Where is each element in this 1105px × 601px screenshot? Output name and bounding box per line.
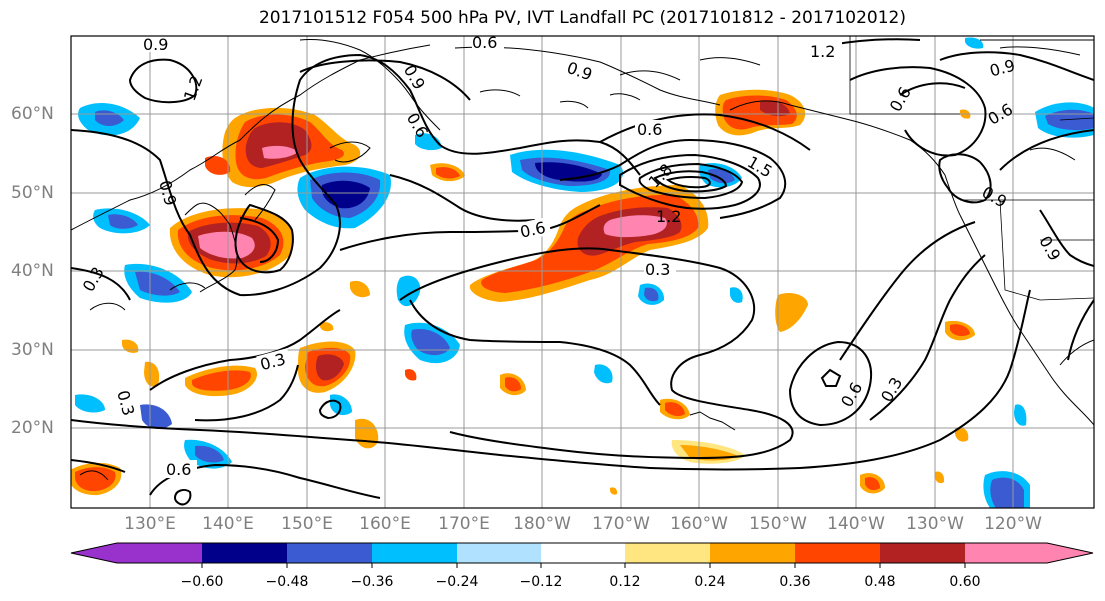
lon-label: 170°W bbox=[592, 514, 650, 534]
contour-label: 0.9 bbox=[400, 61, 429, 93]
lat-label: 20°N bbox=[11, 418, 54, 438]
lon-label: 150°E bbox=[281, 514, 333, 534]
contour-label: 0.9 bbox=[1035, 233, 1064, 265]
colorbar-tick-label: 0.60 bbox=[949, 574, 981, 590]
contour-label: 0.3 bbox=[877, 374, 906, 406]
colorbar-segment bbox=[1047, 543, 1093, 563]
colorbar-tick-label: 0.24 bbox=[694, 574, 726, 590]
contour-label: 0.6 bbox=[637, 120, 662, 139]
lon-label: 130°E bbox=[124, 514, 176, 534]
contour-label: 0.9 bbox=[143, 35, 168, 54]
contour-label: 1.2 bbox=[180, 73, 207, 103]
colorbar-tick-label: −0.36 bbox=[350, 574, 394, 590]
contour-label: 0.3 bbox=[113, 388, 138, 418]
colorbar-segment bbox=[965, 543, 1047, 563]
contour-label: 0.3 bbox=[79, 264, 108, 296]
colorbar-tick-label: −0.60 bbox=[180, 574, 224, 590]
contour-label: 0.9 bbox=[564, 58, 594, 85]
contour-label: 0.6 bbox=[985, 99, 1017, 128]
contour-label: 0.6 bbox=[166, 460, 191, 479]
map-area bbox=[71, 36, 1094, 508]
lat-label: 30°N bbox=[11, 340, 54, 360]
contour-label: 0.6 bbox=[518, 218, 547, 242]
lon-label: 150°W bbox=[749, 514, 807, 534]
lon-label: 160°E bbox=[359, 514, 411, 534]
map-frame bbox=[70, 35, 1095, 509]
colorbar-tick-label: 0.36 bbox=[779, 574, 811, 590]
colorbar-outline bbox=[70, 542, 1094, 564]
pv-shading bbox=[71, 37, 1094, 508]
colorbar-segment bbox=[880, 543, 965, 563]
lon-label: 140°E bbox=[202, 514, 254, 534]
colorbar-segment bbox=[457, 543, 541, 563]
colorbar-segment bbox=[71, 543, 117, 563]
contour-label: 0.9 bbox=[979, 182, 1011, 211]
colorbar-tick-label: −0.12 bbox=[519, 574, 563, 590]
colorbar-tick-label: 0.48 bbox=[864, 574, 896, 590]
colorbar-tick-label: 0.12 bbox=[609, 574, 641, 590]
colorbar-segment bbox=[625, 543, 710, 563]
colorbar-tick-label: −0.24 bbox=[435, 574, 479, 590]
ivt-contours bbox=[71, 38, 1094, 506]
colorbar-segment bbox=[117, 543, 202, 563]
lon-label: 120°W bbox=[984, 514, 1042, 534]
lat-label: 60°N bbox=[11, 104, 54, 124]
contour-label: 0.9 bbox=[155, 178, 180, 208]
borders bbox=[849, 36, 1094, 301]
coastlines bbox=[71, 39, 1094, 481]
colorbar bbox=[70, 542, 1094, 568]
lon-label: 170°E bbox=[438, 514, 490, 534]
colorbar-segment bbox=[795, 543, 880, 563]
contour-label: 0.3 bbox=[645, 260, 670, 279]
figure-title: 2017101512 F054 500 hPa PV, IVT Landfall… bbox=[258, 8, 906, 28]
colorbar-tick-label: −0.48 bbox=[265, 574, 309, 590]
contour-label: 0.3 bbox=[258, 349, 288, 374]
lon-label: 130°W bbox=[906, 514, 964, 534]
lon-label: 160°W bbox=[670, 514, 728, 534]
colorbar-segment bbox=[541, 543, 625, 563]
contour-label: 0.6 bbox=[472, 33, 497, 52]
colorbar-segment bbox=[287, 543, 372, 563]
colorbar-segment bbox=[372, 543, 457, 563]
lon-label: 140°W bbox=[827, 514, 885, 534]
colorbar-segment bbox=[202, 543, 287, 563]
contour-label: 1.2 bbox=[656, 207, 681, 226]
contour-label: 1.5 bbox=[744, 152, 776, 181]
contour-label: 1.2 bbox=[810, 42, 835, 61]
colorbar-segment bbox=[710, 543, 795, 563]
lon-label: 180°W bbox=[513, 514, 571, 534]
lat-label: 40°N bbox=[11, 261, 54, 281]
lat-label: 50°N bbox=[11, 183, 54, 203]
